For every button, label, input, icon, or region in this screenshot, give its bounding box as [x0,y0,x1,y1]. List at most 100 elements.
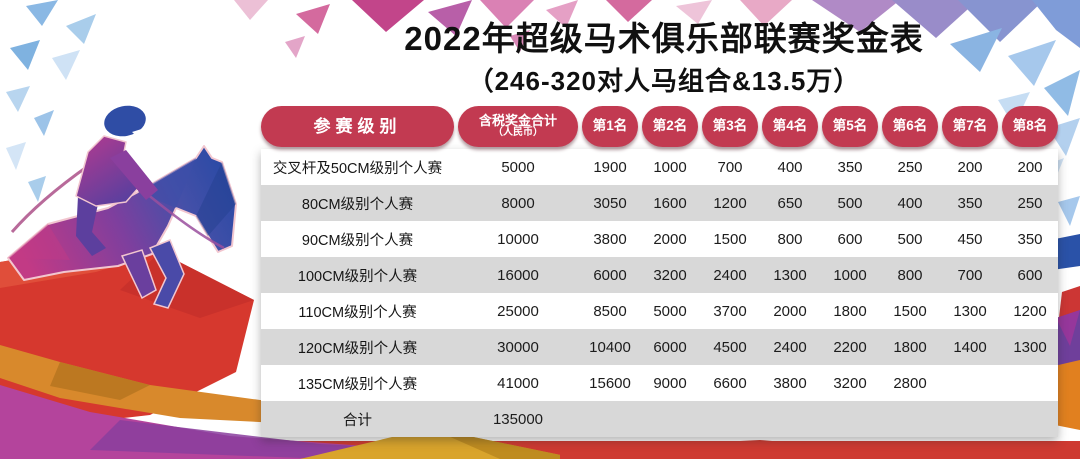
header-place-5: 第5名 [822,106,878,147]
prize-cell: 3700 [713,302,747,320]
prize-cell: 800 [897,266,923,284]
prize-cell: 200 [1017,158,1043,176]
level-cell: 100CM级别个人赛 [297,268,418,285]
prize-cell: 1200 [713,194,747,212]
prize-cell: 200 [957,158,983,176]
prize-cell: 500 [837,194,863,212]
prize-cell: 1800 [893,338,927,356]
level-cell: 110CM级别个人赛 [298,304,417,321]
level-cell: 交叉杆及50CM级别个人赛 [272,160,443,177]
prize-cell: 5000 [653,302,687,320]
prize-cell: 650 [777,194,803,212]
header-total-line1: 含税奖金合计 [478,113,557,129]
prize-cell: 1000 [653,158,687,176]
total-cell: 16000 [497,266,539,284]
page-title: 2022年超级马术俱乐部联赛奖金表 [404,20,924,57]
prize-cell [942,365,998,401]
prize-cell [1002,365,1058,401]
prize-cell [582,401,638,437]
prize-cell: 6600 [713,374,747,392]
prize-cell: 2000 [653,230,687,248]
table-row: 110CM级别个人赛 25000 8500 5000 3700 2000 1800 1500 1… [261,293,1058,329]
table-row: 交叉杆及50CM级别个人赛 5000 1900 1000 700 400 350 250 200… [261,149,1058,185]
header-place-6: 第6名 [882,106,938,147]
total-cell: 30000 [497,338,539,356]
prize-cell: 8500 [593,302,627,320]
total-cell: 8000 [501,194,535,212]
prize-cell: 2400 [713,266,747,284]
level-cell: 90CM级别个人赛 [301,232,414,249]
header-level: 参赛级别 [261,106,454,147]
prize-cell: 9000 [653,374,687,392]
prize-cell: 250 [1017,194,1043,212]
prize-cell: 2000 [773,302,807,320]
prize-cell: 1800 [833,302,867,320]
prize-cell: 1500 [713,230,747,248]
prize-table-body: 交叉杆及50CM级别个人赛 5000 1900 1000 700 400 350 250 200… [261,149,1058,437]
prize-cell: 400 [777,158,803,176]
prize-cell: 400 [897,194,923,212]
table-row: 合计 135000 [261,401,1058,437]
prize-cell: 4500 [713,338,747,356]
prize-cell: 6000 [653,338,687,356]
prize-cell: 1400 [953,338,987,356]
prize-cell: 1300 [773,266,807,284]
prize-cell: 3800 [593,230,627,248]
title-block: 2022年超级马术俱乐部联赛奖金表 （246-320对人马组合&13.5万） [258,20,1070,98]
prize-cell: 2400 [773,338,807,356]
prize-cell: 600 [837,230,863,248]
prize-cell: 500 [897,230,923,248]
prize-cell: 600 [1017,266,1043,284]
prize-cell: 1900 [593,158,627,176]
table-row: 100CM级别个人赛 16000 6000 3200 2400 1300 1000 800 70… [261,257,1058,293]
header-place-3: 第3名 [702,106,758,147]
prize-cell [1002,401,1058,437]
page-subtitle: （246-320对人马组合&13.5万） [467,65,861,96]
prize-cell [702,401,758,437]
horse-rider-illustration [7,105,237,309]
prize-table-header: 参赛级别 含税奖金合计 （人民币） 第1名 第2名 第3名 第4名 第5名 第6名 第7名第… [261,106,1058,147]
prize-cell: 1200 [1013,302,1047,320]
header-total: 含税奖金合计 （人民币） [458,106,578,147]
total-cell: 5000 [501,158,535,176]
prize-cell: 800 [777,230,803,248]
prize-cell: 3200 [653,266,687,284]
table-row: 80CM级别个人赛 8000 3050 1600 1200 650 500 400 350 250 [261,185,1058,221]
prize-cell [822,401,878,437]
header-place-4: 第4名 [762,106,818,147]
prize-table: 参赛级别 含税奖金合计 （人民币） 第1名 第2名 第3名 第4名 第5名 第6名 第7名第… [261,106,1058,437]
header-place-7: 第7名 [942,106,998,147]
level-cell: 80CM级别个人赛 [301,196,414,213]
header-place-1: 第1名 [582,106,638,147]
table-row: 120CM级别个人赛 30000 10400 6000 4500 2400 2200 1800… [261,329,1058,365]
level-cell: 120CM级别个人赛 [297,340,418,357]
prize-cell: 3800 [773,374,807,392]
prize-cell: 450 [957,230,983,248]
prize-cell: 6000 [593,266,627,284]
prize-cell: 1600 [653,194,687,212]
header-place-2: 第2名 [642,106,698,147]
prize-cell [882,401,938,437]
total-cell: 10000 [497,230,539,248]
prize-cell: 250 [897,158,923,176]
header-place-8: 第8名 [1002,106,1058,147]
prize-cell: 3050 [593,194,627,212]
prize-cell: 350 [957,194,983,212]
table-row: 135CM级别个人赛 41000 15600 9000 6600 3800 3200 2800 [261,365,1058,401]
table-row: 90CM级别个人赛 10000 3800 2000 1500 800 600 500 450 35… [261,221,1058,257]
prize-cell: 3200 [833,374,867,392]
prize-cell: 1500 [893,302,927,320]
prize-cell: 2800 [893,374,927,392]
prize-cell: 15600 [589,374,631,392]
prize-cell: 2200 [833,338,867,356]
total-cell: 135000 [492,410,544,428]
prize-cell: 1300 [953,302,987,320]
level-cell: 135CM级别个人赛 [297,376,418,393]
prize-cell: 10400 [589,338,631,356]
prize-cell [762,401,818,437]
total-cell: 41000 [497,374,539,392]
prize-cell: 1300 [1013,338,1047,356]
prize-cell: 350 [837,158,863,176]
ribbon-decoration [0,250,1080,459]
